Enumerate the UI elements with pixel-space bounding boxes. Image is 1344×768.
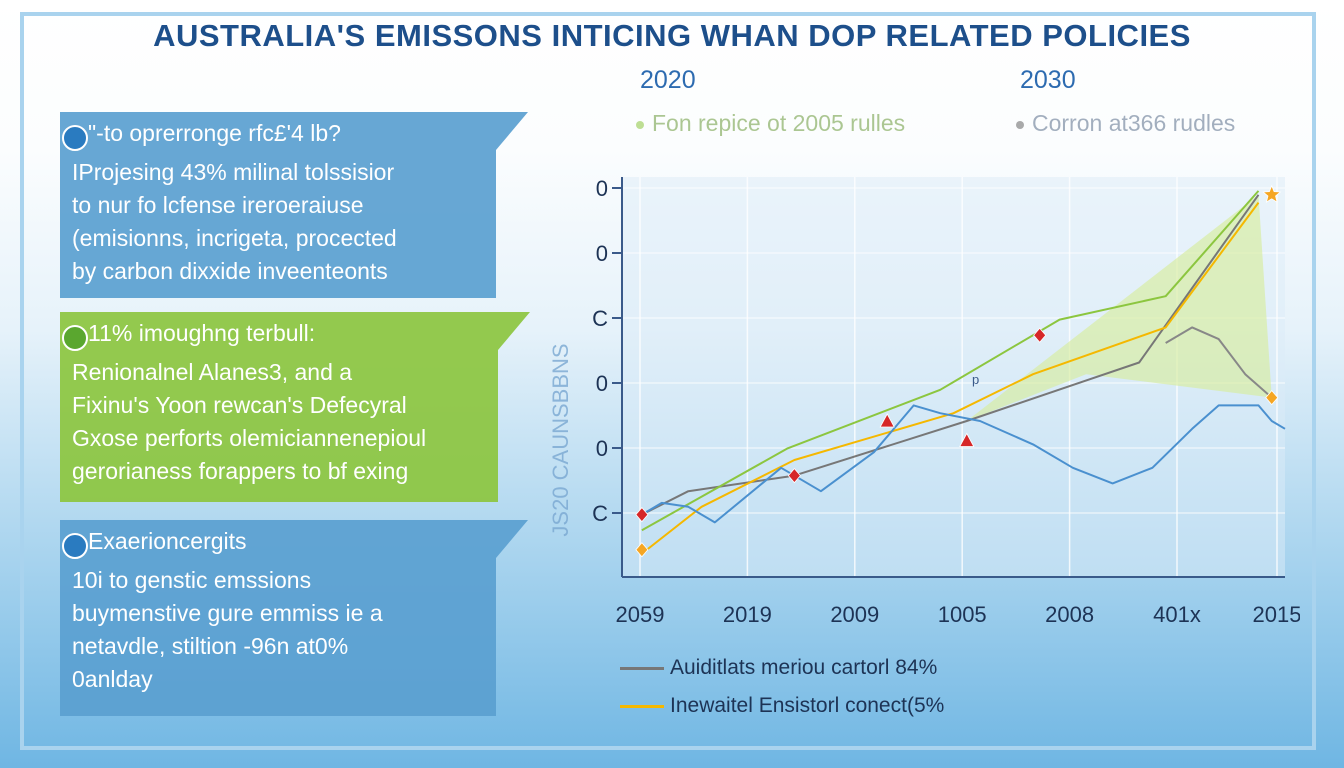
panel-line: Fixinu's Yoon rewcan's Defecyral [72,392,407,418]
data-marker-star [1262,184,1282,203]
info-panel-exaerioncergits: Exaerioncergits 10i to genstic emssions … [60,520,528,716]
x-tick-label: 401x [1153,602,1201,627]
panel-body: 10i to genstic emssions buymenstive gure… [72,564,383,696]
panel-background [60,112,528,298]
y-tick-label: 0 [596,241,608,266]
x-tick-label: 2059 [616,602,665,627]
panel-line: buymenstive gure emmiss ie a [72,600,383,626]
legend-label: Inewaitel Ensistorl conect(5% [670,694,945,717]
series-line-1 [641,190,1260,532]
data-marker-diamond [635,506,649,523]
data-marker-diamond [787,467,801,484]
panel-line: Renionalnel Alanes3, and a [72,359,353,385]
legend-label: Fon repice ot 2005 rulles [652,110,906,136]
panel-line: 10i to genstic emssions [72,567,312,593]
series-line-3 [641,404,1286,524]
legend-item-inewaitel: Inewaitel Ensistorl conect(5% [620,694,944,718]
data-marker-diamond [635,542,649,558]
y-tick-label: C [592,501,608,526]
chart-series [641,190,1286,555]
chart-markers [635,184,1282,558]
legend-label: Auiditlats meriou cartorl 84% [670,656,938,679]
series-line-0 [641,194,1260,516]
legend-item-2005-rules: Fon repice ot 2005 rulles [636,110,905,137]
x-mark-label: p [972,372,979,387]
panel-line: gerorianess forappers to bf exing [72,458,409,484]
panel-heading: "-to oprerronge rfc£'4 lb? [88,120,341,146]
x-tick-label: 2015 [1253,602,1300,627]
panel-line: (emisionns, incrigeta, procected [72,225,397,251]
series-line-2 [641,202,1260,555]
x-tick-label: 2009 [830,602,879,627]
x-tick-label: 2019 [723,602,772,627]
legend-dot-icon [636,120,644,129]
legend-label: Corron at366 rudles [1032,110,1236,136]
panel-line: by carbon dixxide inveenteonts [72,258,388,284]
chart-shaded-area [966,194,1272,421]
panel-heading: 11% imoughng terbull: [88,320,316,346]
emissions-line-chart: 2059 2019 2009 1005 2008 401x 2015 0 0 C 0 0 C JS20 … [548,176,1300,627]
legend-item-corron-rules: Corron at366 rudles [1016,110,1235,137]
y-tick-label: 0 [596,371,608,396]
y-axis-title: JS20 CAUNSBBNS [548,343,573,536]
frame-border [20,12,1316,750]
y-tick-label: C [592,306,608,331]
legend-dot-icon [1016,120,1024,129]
panel-body: IProjesing 43% milinal tolssisior to nur… [72,156,397,288]
y-tick-label: 0 [596,436,608,461]
panel-background [60,520,528,716]
panel-body: Renionalnel Alanes3, and a Fixinu's Yoon… [72,356,426,488]
shaded-area [966,194,1272,421]
panel-heading: Exaerioncergits [88,528,247,554]
year-label-2030: 2030 [1020,66,1076,94]
panel-line: IProjesing 43% milinal tolssisior [72,159,395,185]
bullet-dot-icon [62,125,88,151]
year-label-2020: 2020 [640,66,696,94]
panel-line: Gxose perforts olemiciannenepioul [72,425,427,451]
legend-line-icon [620,704,664,708]
x-tick-label: 2008 [1045,602,1094,627]
info-panel-imoughng: 11% imoughng terbull: Renionalnel Alanes… [60,312,530,502]
panel-background [60,312,530,502]
panel-line: netavdle, stiltion -96n at0% [72,633,349,659]
chart-axes: 2059 2019 2009 1005 2008 401x 2015 0 0 C 0 0 C [592,176,1300,627]
x-tick-label: 1005 [938,602,987,627]
series-line-4 [1165,326,1273,399]
page-title: AUSTRALIA'S EMISSONS INTICING WHAN DOP R… [153,18,1191,53]
legend-line-icon [620,666,664,670]
panel-line: 0anlday [72,666,153,692]
data-marker-triangle [879,413,895,428]
bullet-dot-icon [62,533,88,559]
info-panel-projections: "-to oprerronge rfc£'4 lb? IProjesing 43… [60,112,528,298]
plus-icon [62,325,88,351]
panel-line: to nur fo lcfense ireroeraiuse [72,192,364,218]
y-tick-label: 0 [596,176,608,201]
data-marker-diamond [1265,389,1279,406]
data-marker-triangle [959,432,975,447]
data-marker-diamond [1033,327,1047,343]
legend-item-auiditlats: Auiditlats meriou cartorl 84% [620,656,937,680]
